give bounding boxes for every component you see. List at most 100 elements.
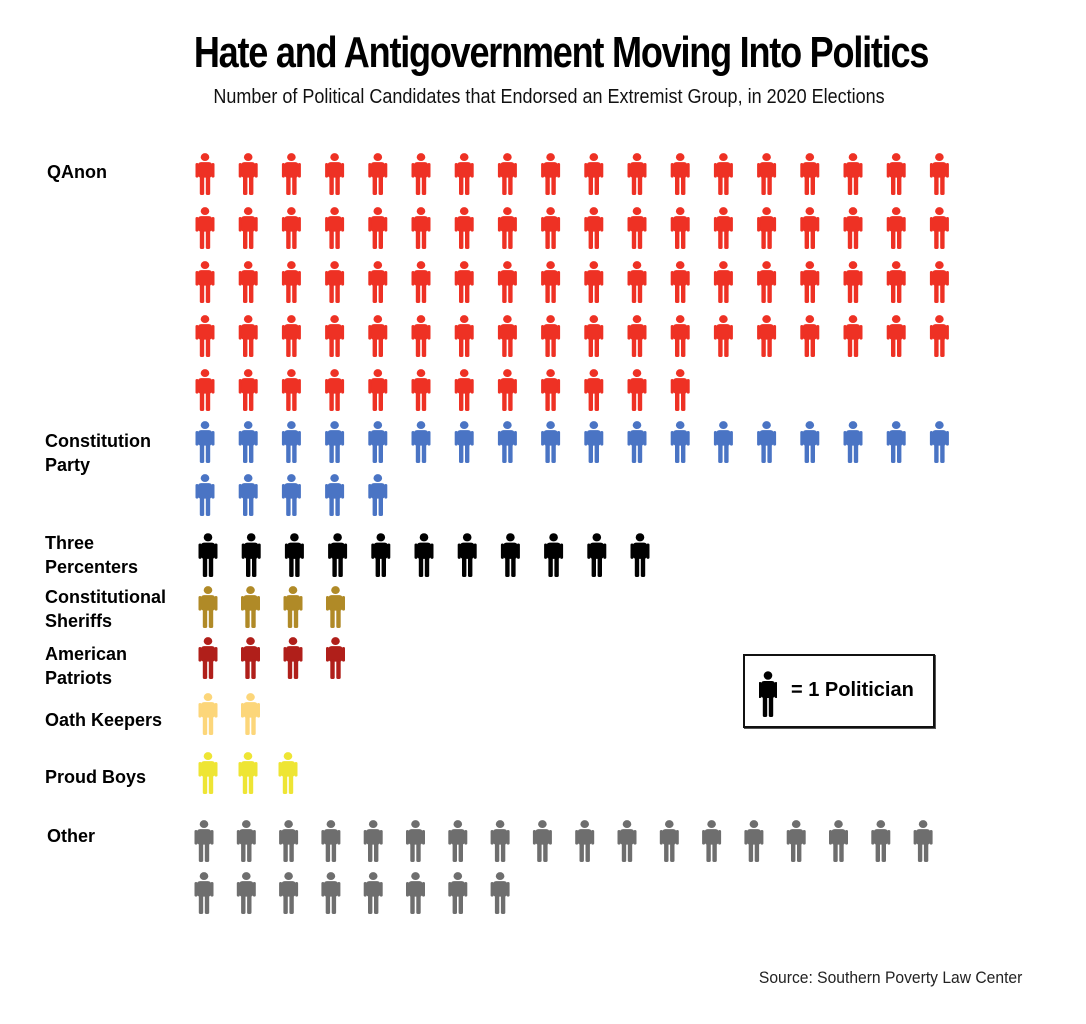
- person-icon: [584, 153, 604, 195]
- person-icon: [414, 533, 434, 577]
- person-icon: [886, 261, 906, 303]
- person-icon: [283, 586, 303, 628]
- person-icon: [281, 369, 301, 411]
- person-icon: [363, 820, 383, 862]
- person-icon: [195, 474, 215, 516]
- person-icon: [454, 261, 474, 303]
- person-icon: [757, 421, 777, 463]
- person-icon: [454, 207, 474, 249]
- category-label: American Patriots: [45, 642, 127, 690]
- person-icon: [659, 820, 679, 862]
- person-icon: [757, 261, 777, 303]
- person-icon: [238, 153, 258, 195]
- person-icon: [843, 315, 863, 357]
- person-icon: [490, 872, 510, 914]
- person-icon: [500, 533, 520, 577]
- person-icon: [241, 693, 260, 735]
- person-icon: [630, 533, 650, 577]
- person-icon: [283, 637, 303, 679]
- person-icon: [326, 586, 345, 628]
- person-icon: [913, 820, 933, 862]
- chart-title: Hate and Antigovernment Moving Into Poli…: [193, 28, 930, 77]
- person-icon: [325, 315, 345, 357]
- person-icon: [326, 637, 345, 679]
- person-icon: [627, 261, 647, 303]
- person-icon: [584, 421, 604, 463]
- person-icon: [195, 369, 215, 411]
- category-label-line: Other: [47, 826, 96, 846]
- person-icon: [406, 872, 425, 914]
- person-icon: [541, 153, 561, 195]
- person-icon: [198, 533, 218, 577]
- person-icon: [497, 153, 517, 195]
- person-icon: [368, 153, 388, 195]
- person-icon: [194, 820, 214, 862]
- person-icon: [238, 261, 258, 303]
- person-icon: [871, 820, 891, 862]
- source-note: Source: Southern Poverty Law Center: [758, 968, 1022, 987]
- person-icon: [368, 474, 388, 516]
- person-icon: [670, 207, 690, 249]
- person-icon: [627, 153, 647, 195]
- person-icon: [829, 820, 848, 862]
- person-icon: [198, 693, 218, 735]
- person-icon: [368, 207, 388, 249]
- person-icon: [627, 421, 647, 463]
- person-icon: [279, 872, 299, 914]
- person-icon: [325, 207, 345, 249]
- person-icon: [328, 533, 348, 577]
- person-icon: [713, 421, 733, 463]
- person-icon: [541, 369, 561, 411]
- person-icon: [929, 207, 949, 249]
- category-label-line: Sheriffs: [45, 611, 113, 631]
- person-icon: [281, 207, 301, 249]
- person-icon: [411, 261, 431, 303]
- person-icon: [236, 872, 256, 914]
- person-icon: [411, 421, 431, 463]
- person-icon: [929, 261, 949, 303]
- person-icon: [279, 820, 299, 862]
- person-icon: [198, 752, 218, 794]
- person-icon: [195, 153, 215, 195]
- person-icon: [886, 315, 906, 357]
- person-icon: [587, 533, 607, 577]
- person-icon: [886, 153, 906, 195]
- category-label: Oath Keepers: [45, 708, 162, 732]
- person-icon: [532, 820, 552, 862]
- category-label: Constitution Party: [45, 429, 151, 477]
- category-label-line: American: [45, 644, 128, 664]
- person-icon: [670, 315, 690, 357]
- person-icon: [194, 872, 214, 914]
- person-icon: [541, 261, 561, 303]
- person-icon: [713, 315, 733, 357]
- person-icon: [411, 153, 431, 195]
- person-icon: [411, 207, 431, 249]
- person-icon: [800, 261, 820, 303]
- person-icon: [454, 153, 474, 195]
- person-icon: [757, 153, 777, 195]
- person-icon: [448, 872, 468, 914]
- person-icon: [744, 820, 764, 862]
- person-icon: [617, 820, 637, 862]
- person-icon: [713, 153, 733, 195]
- person-icon: [713, 261, 733, 303]
- person-icon: [278, 752, 298, 794]
- person-icon: [490, 820, 510, 862]
- person-icon: [238, 207, 258, 249]
- person-icon: [363, 872, 383, 914]
- person-icon: [584, 369, 604, 411]
- chart-subtitle: Number of Political Candidates that Endo…: [213, 86, 885, 108]
- person-icon: [238, 474, 258, 516]
- person-icon: [575, 820, 595, 862]
- person-icon: [541, 207, 561, 249]
- person-icon: [238, 369, 258, 411]
- person-icon: [497, 369, 517, 411]
- person-icon: [886, 207, 906, 249]
- person-icon: [325, 369, 345, 411]
- person-icon: [627, 207, 647, 249]
- person-icon: [454, 369, 474, 411]
- person-icon: [371, 533, 391, 577]
- person-icon: [497, 261, 517, 303]
- person-icon: [411, 369, 431, 411]
- person-icon: [800, 315, 820, 357]
